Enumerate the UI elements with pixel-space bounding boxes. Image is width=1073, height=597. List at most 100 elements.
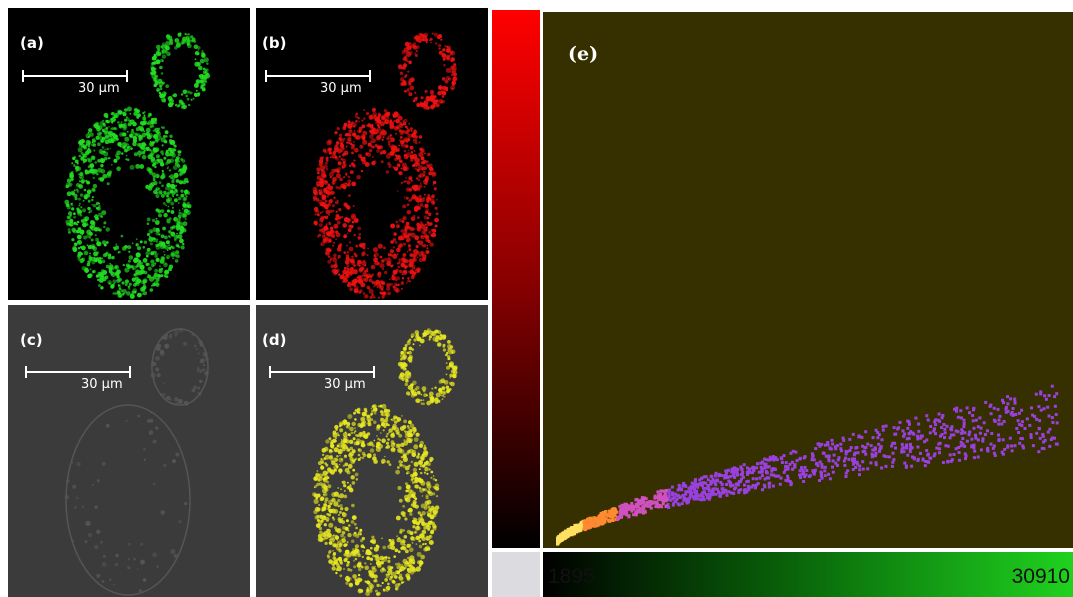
speckle	[204, 57, 209, 62]
speckle	[416, 570, 418, 572]
speckle	[417, 216, 420, 219]
speckle	[344, 420, 348, 424]
speckle	[332, 550, 334, 552]
speckle	[421, 96, 424, 99]
speckle	[432, 486, 434, 488]
speckle	[159, 85, 162, 88]
scatter-dot	[717, 490, 720, 493]
scatter-dot	[731, 484, 734, 487]
speckle	[319, 157, 323, 161]
speckle	[397, 284, 399, 286]
speckle	[427, 513, 430, 516]
speckle	[338, 557, 341, 560]
scatter-dot	[570, 529, 573, 532]
speckle	[165, 263, 167, 265]
speckle	[90, 226, 93, 229]
scatter-dot	[881, 438, 884, 441]
speckle	[205, 81, 208, 84]
speckle	[420, 514, 423, 517]
speckle	[77, 162, 79, 164]
speckle	[335, 217, 338, 220]
speckle	[166, 275, 169, 278]
speckle	[169, 335, 173, 339]
scatter-dot	[772, 474, 775, 477]
speckle	[412, 475, 415, 478]
speckle	[423, 447, 427, 451]
speckle	[359, 563, 362, 566]
scatter-dot	[1017, 431, 1020, 434]
speckle	[81, 156, 83, 158]
scatter-dot	[784, 468, 787, 471]
speckle	[417, 201, 419, 203]
speckle	[386, 435, 388, 437]
scatter-dot	[1033, 415, 1036, 418]
speckle	[200, 359, 205, 364]
scatter-dot	[563, 537, 566, 540]
scatter-dot	[997, 439, 1000, 442]
speckle	[343, 438, 347, 442]
speckle	[150, 66, 154, 70]
speckle	[171, 210, 175, 214]
speckle	[418, 165, 423, 170]
speckle	[123, 133, 127, 137]
scatter-dot	[1024, 427, 1027, 430]
speckle	[343, 176, 345, 178]
speckle	[358, 568, 361, 571]
speckle	[415, 137, 417, 139]
speckle	[354, 234, 356, 236]
speckle	[142, 112, 144, 114]
speckle	[332, 245, 334, 247]
scatter-dot	[843, 460, 846, 463]
speckle	[405, 383, 408, 386]
speckle	[156, 88, 160, 92]
speckle	[362, 457, 365, 460]
scatter-dot	[752, 484, 755, 487]
speckle	[450, 85, 455, 90]
speckle	[411, 539, 413, 541]
speckle	[422, 245, 424, 247]
speckle	[130, 119, 135, 124]
speckle	[375, 122, 377, 124]
speckle	[349, 241, 351, 243]
speckle	[396, 224, 400, 228]
scatter-dot	[1009, 437, 1012, 440]
speckle	[150, 71, 154, 75]
speckle	[185, 33, 187, 35]
speckle	[391, 433, 394, 436]
speckle	[338, 505, 340, 507]
speckle	[354, 427, 356, 429]
speckle	[340, 488, 342, 490]
scatter-dot	[943, 436, 946, 439]
speckle	[64, 200, 69, 205]
speckle	[422, 495, 424, 497]
speckle	[335, 144, 337, 146]
scatter-dot	[574, 526, 577, 529]
speckle	[417, 241, 420, 244]
scatter-dot	[643, 496, 646, 499]
speckle	[155, 194, 159, 198]
speckle	[411, 333, 415, 337]
speckle	[402, 217, 405, 220]
speckle	[151, 264, 154, 267]
speckle	[148, 133, 153, 138]
speckle	[194, 345, 197, 348]
speckle	[403, 253, 407, 257]
scatter-dot	[626, 504, 629, 507]
speckle	[333, 210, 335, 212]
speckle	[160, 162, 164, 166]
speckle	[381, 538, 383, 540]
speckle	[433, 510, 438, 515]
speckle	[172, 141, 175, 144]
speckle	[96, 241, 101, 246]
speckle	[349, 457, 353, 461]
speckle	[115, 554, 119, 558]
speckle	[352, 280, 354, 282]
speckle	[355, 558, 358, 561]
speckle	[400, 372, 405, 377]
speckle	[155, 139, 159, 143]
speckle	[342, 147, 345, 150]
speckle	[435, 42, 437, 44]
speckle	[129, 283, 132, 286]
speckle	[362, 418, 364, 420]
speckle	[408, 176, 412, 180]
